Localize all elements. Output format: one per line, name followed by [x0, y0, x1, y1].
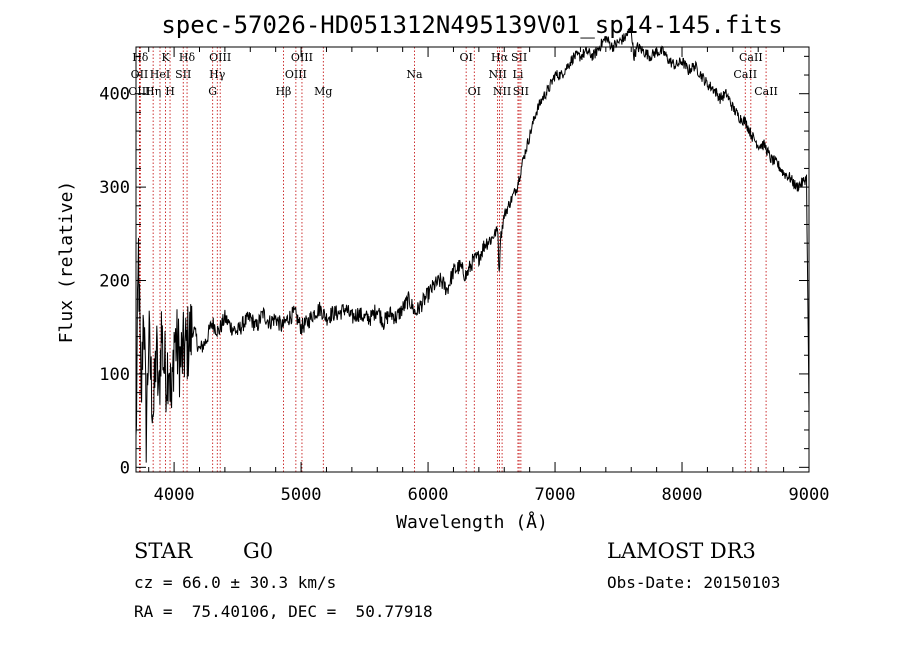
coordinates: RA = 75.40106, DEC = 50.77918 — [134, 602, 433, 621]
chart-title: spec-57026-HD051312N495139V01_sp14-145.f… — [161, 11, 782, 39]
x-tick-label-7000: 7000 — [535, 485, 576, 505]
plot-frame — [135, 46, 810, 473]
line-label-8: CaII — [739, 51, 763, 64]
x-tick-label-6000: 6000 — [408, 485, 449, 505]
y-tick-label-200: 200 — [99, 272, 130, 292]
y-tick-label-400: 400 — [99, 85, 130, 105]
line-label-21: G — [208, 85, 217, 98]
line-label-19: Hη — [145, 85, 161, 98]
line-label-1: K — [161, 51, 170, 64]
x-tick-label-8000: 8000 — [662, 485, 703, 505]
line-label-11: SII — [175, 68, 191, 81]
line-label-12: Hγ — [209, 68, 226, 81]
observation-date: Obs-Date: 20150103 — [607, 573, 781, 592]
x-tick-label-4000: 4000 — [154, 485, 195, 505]
line-label-5: OI — [459, 51, 472, 64]
line-label-15: NII — [488, 68, 506, 81]
line-label-25: NII — [493, 85, 511, 98]
y-tick-label-0: 0 — [120, 458, 130, 478]
line-label-18: OIII — [128, 85, 150, 98]
line-label-17: CaII — [733, 68, 757, 81]
flux-series — [135, 25, 810, 463]
x-tick-label-5000: 5000 — [281, 485, 322, 505]
line-label-22: Hβ — [275, 85, 291, 98]
line-label-24: OI — [468, 85, 481, 98]
line-label-10: HeI — [150, 68, 170, 81]
line-label-23: Mg — [314, 85, 332, 98]
line-label-26: SII — [513, 85, 529, 98]
line-label-3: OIII — [209, 51, 231, 64]
line-label-2: Hδ — [179, 51, 196, 64]
y-tick-label-300: 300 — [99, 178, 130, 198]
line-label-6: Hα — [491, 51, 509, 64]
y-axis-ticks: 0 100 200 300 400 — [99, 55, 809, 478]
object-subclass: G0 — [243, 539, 274, 563]
x-axis-label: Wavelength (Å) — [396, 511, 548, 533]
y-axis-label: Flux (relative) — [56, 181, 77, 344]
line-label-13: OIII — [285, 68, 307, 81]
x-tick-label-9000: 9000 — [789, 485, 830, 505]
line-label-7: SII — [511, 51, 527, 64]
x-axis-ticks: 4000 5000 6000 7000 8000 9000 — [148, 47, 830, 505]
redshift-cz: cz = 66.0 ± 30.3 km/s — [134, 573, 337, 592]
line-label-0: Hδ — [132, 51, 149, 64]
flux-line — [135, 25, 810, 463]
line-label-4: OIII — [291, 51, 313, 64]
object-type: STAR — [134, 539, 193, 563]
y-tick-label-100: 100 — [99, 365, 130, 385]
survey-label: LAMOST DR3 — [607, 539, 756, 563]
line-label-9: OII — [131, 68, 149, 81]
line-label-16: Li — [513, 68, 524, 81]
line-label-27: CaII — [754, 85, 778, 98]
line-label-20: H — [165, 85, 175, 98]
line-label-14: Na — [406, 68, 423, 81]
